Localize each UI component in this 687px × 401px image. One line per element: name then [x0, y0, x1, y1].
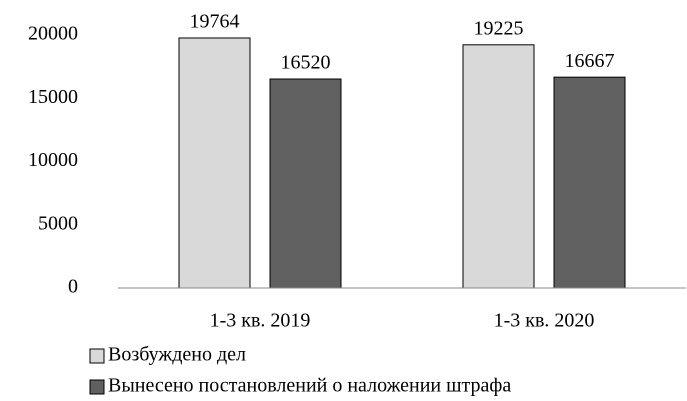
- x-tick-label: 1-3 кв. 2020: [494, 310, 595, 332]
- y-tick-label: 0: [68, 276, 78, 298]
- legend-label: Вынесено постановлений о наложении штраф…: [108, 375, 511, 397]
- x-tick-label: 1-3 кв. 2019: [210, 310, 311, 332]
- y-tick-label: 15000: [28, 86, 78, 108]
- data-label: 19764: [190, 11, 240, 33]
- y-tick-label: 20000: [28, 23, 78, 45]
- bar: [553, 76, 626, 289]
- bar: [462, 44, 535, 289]
- data-label: 16667: [565, 50, 615, 72]
- data-label: 19225: [474, 17, 524, 39]
- data-label: 16520: [281, 52, 331, 74]
- legend-label: Возбуждено дел: [108, 344, 246, 366]
- legend-swatch: [89, 348, 105, 364]
- y-tick-label: 5000: [38, 212, 78, 234]
- legend-swatch: [89, 379, 105, 395]
- y-tick-label: 10000: [28, 149, 78, 171]
- bar: [178, 37, 251, 289]
- bar: [269, 78, 342, 289]
